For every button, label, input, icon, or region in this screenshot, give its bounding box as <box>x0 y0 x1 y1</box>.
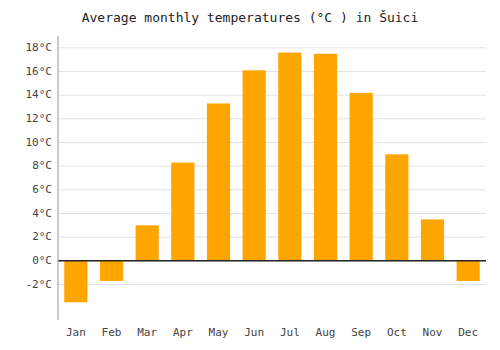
x-tick-label: Dec <box>458 326 478 339</box>
x-tick-label: Sep <box>351 326 371 339</box>
x-ticks: Jan Feb Mar Apr May Jun Jul Aug Sep Oct Nov Dec <box>66 326 478 339</box>
x-tick-label: Jul <box>280 326 300 339</box>
grid-line <box>58 189 486 190</box>
y-tick-label: 4°C <box>32 207 52 220</box>
grid-line <box>58 213 486 214</box>
grid-line <box>58 118 486 119</box>
bar <box>100 261 123 281</box>
y-tick-label: 2°C <box>32 230 52 243</box>
grid-line <box>58 95 486 96</box>
bar <box>278 53 301 261</box>
y-tick-label: 10°C <box>26 136 53 149</box>
y-tick-label: 8°C <box>32 159 52 172</box>
bar <box>136 225 159 260</box>
grid-line <box>58 71 486 72</box>
bar <box>171 163 194 261</box>
y-ticks: -2°C 0°C 2°C 4°C 6°C 8°C 10°C 12°C 14°C 16°C 18°C <box>26 41 53 291</box>
title: Average monthly temperatures (°C ) in Šu… <box>82 10 419 25</box>
y-tick-label: 16°C <box>26 65 53 78</box>
x-tick-label: Oct <box>387 326 407 339</box>
zero-line <box>58 260 486 262</box>
bars <box>64 53 480 303</box>
bar <box>421 219 444 260</box>
bar <box>64 261 87 302</box>
grid-line <box>58 166 486 167</box>
x-tick-label: Apr <box>173 326 193 339</box>
x-tick-label: Aug <box>316 326 336 339</box>
x-tick-label: Jan <box>66 326 86 339</box>
y-tick-label: 12°C <box>26 112 53 125</box>
bar <box>385 154 408 260</box>
y-axis-line <box>58 36 59 320</box>
bar <box>457 261 480 281</box>
x-tick-label: Nov <box>423 326 443 339</box>
bar <box>314 54 337 261</box>
x-tick-label: Mar <box>137 326 157 339</box>
y-tick-label: 6°C <box>32 183 52 196</box>
chart: -2°C 0°C 2°C 4°C 6°C 8°C 10°C 12°C 14°C 16°C 18°C J… <box>0 0 500 350</box>
x-tick-label: Jun <box>244 326 264 339</box>
grid-line <box>58 142 486 143</box>
y-tick-label: -2°C <box>26 278 53 291</box>
y-tick-label: 0°C <box>32 254 52 267</box>
grid <box>58 48 486 285</box>
grid-line <box>58 260 486 261</box>
y-tick-label: 14°C <box>26 88 53 101</box>
grid-line <box>58 47 486 48</box>
bar <box>243 70 266 261</box>
bar <box>350 93 373 261</box>
x-tick-label: May <box>209 326 229 339</box>
y-tick-label: 18°C <box>26 41 53 54</box>
grid-line <box>58 284 486 285</box>
bar <box>207 103 230 260</box>
x-tick-label: Feb <box>102 326 122 339</box>
